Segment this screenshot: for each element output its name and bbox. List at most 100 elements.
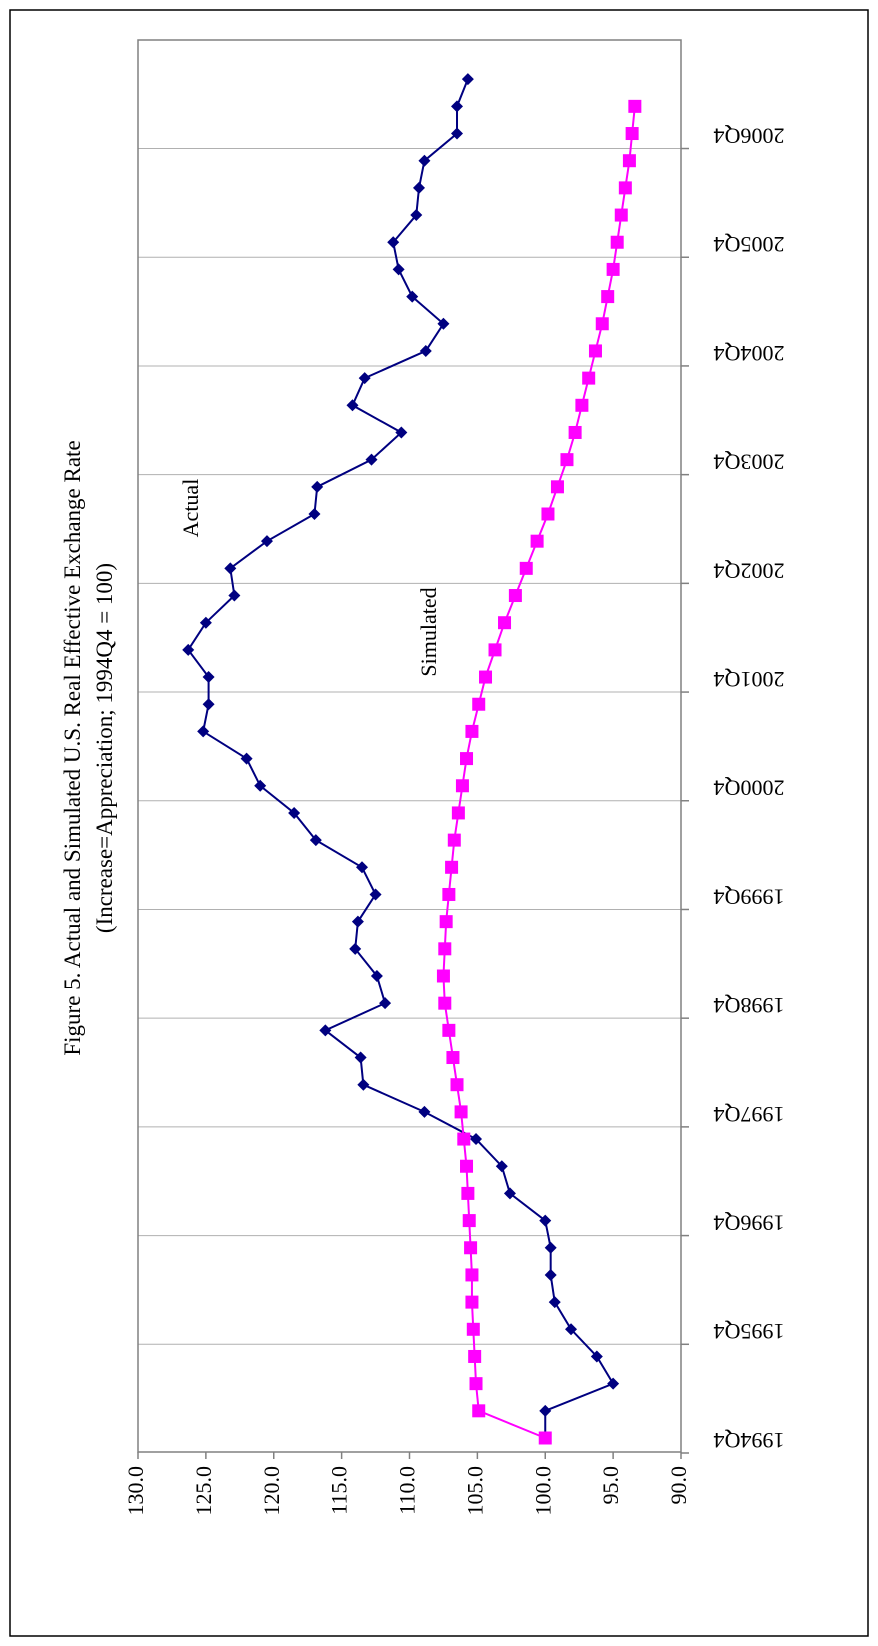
point-actual <box>413 181 426 194</box>
point-simulated <box>519 561 533 575</box>
x-tick-label: 2002Q4 <box>714 558 785 583</box>
point-simulated <box>436 969 450 983</box>
point-actual <box>607 1377 620 1390</box>
x-tick-label: 2004Q4 <box>714 341 785 366</box>
point-simulated <box>530 534 544 548</box>
point-simulated <box>465 1268 479 1282</box>
point-actual <box>202 671 215 684</box>
y-tick-label: 125.0 <box>191 1466 216 1516</box>
point-actual <box>182 643 195 656</box>
point-actual <box>199 616 212 629</box>
point-actual <box>451 127 464 140</box>
x-tick-label: 2005Q4 <box>714 232 785 257</box>
point-simulated <box>445 860 459 874</box>
point-simulated <box>588 344 602 358</box>
point-actual <box>418 154 431 167</box>
x-tick-label: 2001Q4 <box>714 667 785 692</box>
annotation-actual: Actual <box>178 479 203 538</box>
point-simulated <box>538 1431 552 1445</box>
point-simulated <box>560 453 574 467</box>
y-tick-label: 105.0 <box>462 1466 487 1516</box>
x-tick-label: 1996Q4 <box>714 1211 785 1236</box>
point-actual <box>379 997 392 1010</box>
point-actual <box>351 915 364 928</box>
point-simulated <box>451 806 465 820</box>
x-tick-label: 1997Q4 <box>714 1102 785 1127</box>
point-simulated <box>606 262 620 276</box>
point-simulated <box>618 181 632 195</box>
point-simulated <box>442 1023 456 1037</box>
point-actual <box>346 399 359 412</box>
point-actual <box>451 100 464 113</box>
point-actual <box>461 73 474 86</box>
point-simulated <box>454 1105 468 1119</box>
point-actual <box>370 970 383 982</box>
point-simulated <box>468 1349 482 1363</box>
point-actual <box>419 344 432 357</box>
x-tick-label: 2003Q4 <box>714 450 785 475</box>
point-simulated <box>479 670 493 684</box>
point-simulated <box>464 1241 478 1255</box>
point-actual <box>495 1160 508 1173</box>
point-simulated <box>466 1322 480 1336</box>
point-simulated <box>439 915 453 929</box>
x-tick-label: 2000Q4 <box>714 776 785 801</box>
y-tick-label: 95.0 <box>598 1466 623 1505</box>
point-actual <box>228 589 241 602</box>
grid-layer <box>138 148 681 1345</box>
point-simulated <box>450 1078 464 1092</box>
point-simulated <box>460 752 474 766</box>
point-actual <box>197 725 210 738</box>
point-actual <box>365 453 378 466</box>
point-actual <box>437 317 450 330</box>
point-actual <box>254 779 267 792</box>
point-simulated <box>465 1295 479 1309</box>
point-actual <box>308 508 321 520</box>
point-actual <box>358 372 371 385</box>
point-actual <box>355 861 368 874</box>
point-simulated <box>447 833 461 847</box>
chart-title: Figure 5. Actual and Simulated U.S. Real… <box>60 440 85 1055</box>
point-simulated <box>628 99 642 113</box>
point-actual <box>539 1404 552 1417</box>
point-simulated <box>575 398 589 412</box>
point-simulated <box>455 779 469 793</box>
point-actual <box>565 1323 578 1336</box>
point-actual <box>548 1296 561 1309</box>
point-actual <box>240 752 253 765</box>
point-simulated <box>550 480 564 494</box>
point-simulated <box>465 724 479 738</box>
point-actual <box>544 1268 557 1281</box>
point-actual <box>260 535 273 548</box>
outer-frame <box>9 9 869 1637</box>
point-simulated <box>442 887 456 901</box>
point-actual <box>392 263 405 276</box>
point-actual <box>357 1078 370 1091</box>
point-simulated <box>460 1159 474 1173</box>
point-simulated <box>457 1132 471 1146</box>
point-actual <box>418 1105 431 1118</box>
point-simulated <box>541 507 555 521</box>
point-actual <box>202 698 215 711</box>
point-simulated <box>469 1377 483 1391</box>
x-tick-label: 1999Q4 <box>714 884 785 909</box>
point-simulated <box>488 643 502 657</box>
point-simulated <box>582 371 596 385</box>
annotation-simulated: Simulated <box>416 587 441 676</box>
point-simulated <box>625 127 639 141</box>
axis-layer: 1994Q4 1995Q4 1996Q4 1997Q4 1998Q4 1999Q4 2000… <box>123 123 784 1515</box>
point-simulated <box>438 942 452 956</box>
point-actual <box>470 1133 483 1146</box>
series-layer <box>182 73 642 1445</box>
y-tick-label: 100.0 <box>530 1466 555 1516</box>
point-simulated <box>601 290 615 304</box>
point-actual <box>288 806 301 819</box>
y-tick-label: 115.0 <box>327 1466 352 1515</box>
x-tick-label: 1998Q4 <box>714 993 785 1018</box>
point-simulated <box>498 616 512 630</box>
point-simulated <box>614 208 628 222</box>
y-tick-label: 90.0 <box>666 1466 691 1505</box>
point-actual <box>387 236 400 249</box>
